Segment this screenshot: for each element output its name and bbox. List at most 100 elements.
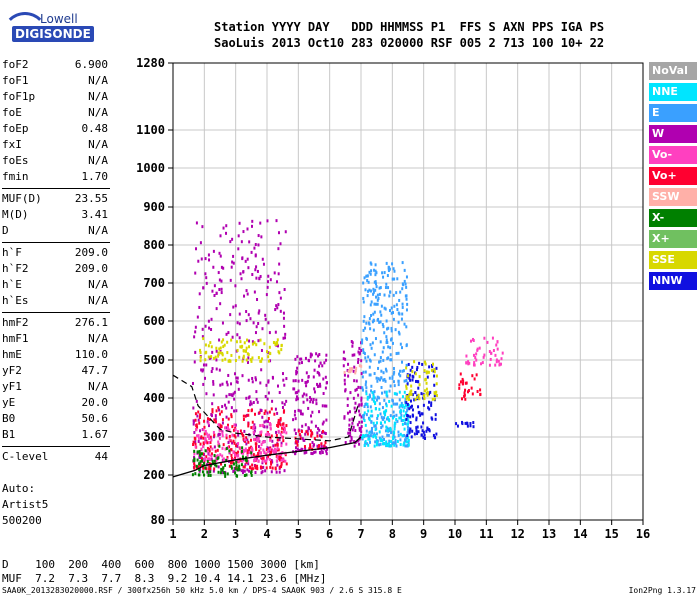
param-separator: [2, 188, 110, 189]
echo-point: [381, 391, 384, 395]
echo-point: [398, 332, 401, 336]
echo-point: [305, 371, 308, 375]
echo-point: [392, 317, 395, 321]
y-tick-label: 80: [151, 513, 165, 527]
echo-point: [358, 413, 361, 417]
echo-point: [406, 434, 409, 438]
echo-point: [214, 449, 217, 453]
echo-point: [496, 340, 499, 344]
echo-point: [426, 391, 429, 395]
echo-point: [193, 464, 196, 468]
echo-point: [222, 338, 225, 342]
echo-point: [388, 267, 391, 271]
echo-point: [387, 286, 390, 290]
echo-point: [229, 439, 232, 443]
echo-point: [248, 395, 251, 399]
echo-point: [207, 319, 210, 323]
echo-point: [380, 304, 383, 308]
echo-point: [242, 414, 245, 418]
echo-point: [398, 390, 401, 394]
echo-point: [391, 341, 394, 345]
echo-point: [233, 466, 236, 470]
echo-point: [405, 386, 408, 390]
echo-point: [202, 445, 205, 449]
echo-point: [353, 444, 356, 448]
echo-point: [391, 277, 394, 281]
echo-point: [401, 312, 404, 316]
echo-point: [392, 366, 395, 370]
echo-point: [251, 273, 254, 277]
echo-point: [303, 451, 306, 455]
echo-point: [257, 451, 260, 455]
echo-point: [298, 433, 301, 437]
echo-point: [319, 361, 322, 365]
echo-point: [210, 317, 213, 321]
echo-point: [404, 294, 407, 298]
echo-point: [203, 461, 206, 465]
echo-point: [360, 420, 363, 424]
echo-point: [214, 355, 217, 359]
echo-point: [191, 381, 194, 385]
echo-point: [281, 401, 284, 405]
echo-point: [431, 365, 434, 369]
echo-point: [385, 404, 388, 408]
echo-point: [480, 362, 483, 366]
echo-point: [237, 442, 240, 446]
echo-point: [278, 422, 281, 426]
echo-point: [213, 418, 216, 422]
echo-point: [236, 376, 239, 380]
echo-point: [197, 436, 200, 440]
echo-point: [383, 420, 386, 424]
echo-point: [220, 279, 223, 283]
echo-point: [264, 452, 267, 456]
echo-point: [276, 344, 279, 348]
echo-point: [233, 441, 236, 445]
echo-point: [265, 383, 268, 387]
echo-point: [300, 361, 303, 365]
param-value: 44: [94, 450, 108, 463]
echo-point: [264, 409, 267, 413]
echo-point: [212, 382, 215, 386]
echo-point: [271, 375, 274, 379]
echo-point: [407, 362, 410, 366]
echo-point: [218, 408, 221, 412]
echo-point: [238, 322, 241, 326]
echo-point: [203, 473, 206, 477]
echo-point: [220, 291, 223, 295]
echo-point: [389, 338, 392, 342]
echo-point: [415, 429, 418, 433]
echo-point: [317, 427, 320, 431]
echo-point: [295, 372, 298, 376]
echo-point: [266, 432, 269, 436]
param-separator: [2, 242, 110, 243]
echo-point: [198, 453, 201, 457]
echo-point: [354, 369, 357, 373]
echo-point: [251, 340, 254, 344]
echo-point: [344, 441, 347, 445]
echo-point: [302, 400, 305, 404]
echo-point: [400, 317, 403, 321]
echo-point: [316, 382, 319, 386]
echo-point: [261, 423, 264, 427]
echo-point: [311, 452, 314, 456]
echo-point: [203, 457, 206, 461]
echo-point: [381, 323, 384, 327]
echo-point: [403, 390, 406, 394]
echo-point: [213, 454, 216, 458]
echo-point: [370, 269, 373, 273]
echo-point: [369, 303, 372, 307]
echo-point: [202, 441, 205, 445]
echo-point: [360, 398, 363, 402]
echo-point: [494, 363, 497, 367]
echo-point: [219, 453, 222, 457]
echo-point: [266, 449, 269, 453]
echo-point: [214, 455, 217, 459]
echo-point: [282, 311, 285, 315]
echo-point: [374, 288, 377, 292]
echo-point: [343, 370, 346, 374]
echo-point: [274, 451, 277, 455]
echo-point: [309, 352, 312, 356]
echo-point: [430, 401, 433, 405]
echo-point: [213, 467, 216, 471]
echo-point: [192, 459, 195, 463]
